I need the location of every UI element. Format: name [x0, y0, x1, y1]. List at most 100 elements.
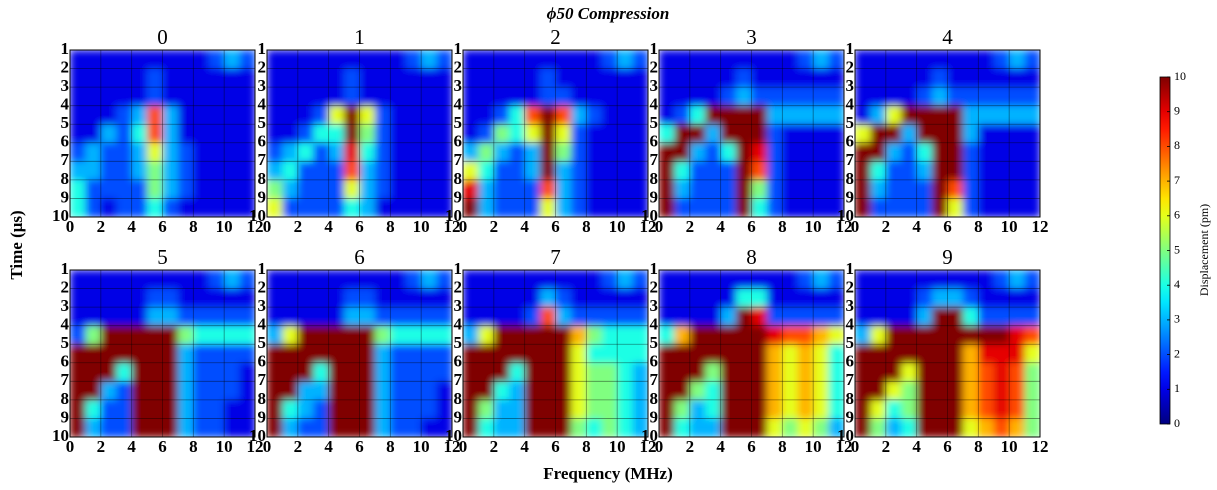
- heatmap-cell: [85, 50, 102, 70]
- heatmap-cell: [617, 381, 634, 401]
- heatmap-cell: [224, 198, 241, 217]
- heatmap-cell: [509, 362, 526, 382]
- heatmap-cell: [313, 362, 330, 382]
- heatmap-cell: [993, 381, 1010, 401]
- y-tick-label: 2: [454, 57, 463, 76]
- heatmap-cell: [267, 362, 283, 382]
- heatmap-cell: [297, 198, 314, 217]
- heatmap-cell: [131, 68, 148, 88]
- heatmap-cell: [177, 399, 194, 419]
- heatmap-cell: [540, 179, 556, 199]
- heatmap-cell: [177, 325, 194, 345]
- heatmap-cell: [493, 381, 510, 401]
- x-tick-label: 6: [943, 437, 952, 456]
- y-tick-label: 4: [258, 315, 267, 334]
- heatmap-cell: [1024, 161, 1040, 181]
- heatmap-cell: [374, 270, 391, 290]
- heatmap-cell: [224, 325, 241, 345]
- heatmap-cell: [828, 381, 844, 401]
- heatmap-cell: [782, 399, 799, 419]
- heatmap-cell: [390, 270, 407, 290]
- heatmap-cell: [524, 325, 541, 345]
- heatmap-cell: [463, 362, 479, 382]
- heatmap-cell: [555, 87, 572, 107]
- heatmap-cell: [586, 179, 603, 199]
- y-tick-label: 3: [650, 296, 659, 315]
- heatmap-cell: [282, 381, 299, 401]
- heatmap-cell: [359, 198, 376, 217]
- heatmap-cell: [1009, 381, 1026, 401]
- x-tick-label: 6: [355, 437, 364, 456]
- heatmap-cell: [1009, 344, 1026, 364]
- heatmap-cell: [736, 142, 752, 162]
- heatmap-cell: [282, 179, 299, 199]
- heatmap-cell: [313, 418, 330, 437]
- heatmap-cell: [162, 198, 179, 217]
- heatmap-cell: [116, 418, 133, 437]
- heatmap-cell: [116, 87, 133, 107]
- heatmap-cell: [586, 50, 603, 70]
- heatmap-cell: [601, 198, 618, 217]
- heatmap-cell: [463, 124, 479, 144]
- heatmap-cell: [162, 307, 179, 327]
- heatmap-cell: [555, 381, 572, 401]
- heatmap-cell: [947, 418, 964, 437]
- heatmap-cell: [267, 399, 283, 419]
- heatmap-cell: [70, 307, 86, 327]
- heatmap-cell: [224, 124, 241, 144]
- heatmap-cell: [421, 344, 438, 364]
- x-tick-label: 4: [324, 437, 333, 456]
- heatmap-cell: [720, 307, 737, 327]
- heatmap-cell: [555, 179, 572, 199]
- heatmap-cell: [224, 307, 241, 327]
- heatmap-cell: [116, 288, 133, 308]
- heatmap: [267, 270, 452, 437]
- heatmap-cell: [509, 105, 526, 125]
- heatmap-cell: [509, 124, 526, 144]
- heatmap-cell: [374, 325, 391, 345]
- heatmap-cell: [916, 124, 933, 144]
- heatmap-cell: [797, 270, 814, 290]
- heatmap-cell: [116, 344, 133, 364]
- heatmap-cell: [282, 50, 299, 70]
- heatmap-cell: [601, 325, 618, 345]
- y-tick-label: 7: [258, 150, 267, 169]
- heatmap-cell: [100, 288, 117, 308]
- heatmap-cell: [674, 179, 691, 199]
- heatmap-cell: [524, 270, 541, 290]
- heatmap-cell: [344, 68, 360, 88]
- heatmap-cell: [736, 87, 752, 107]
- heatmap-cell: [720, 105, 737, 125]
- heatmap-cell: [177, 161, 194, 181]
- y-tick-label: 5: [454, 113, 463, 132]
- heatmap-cell: [751, 105, 768, 125]
- heatmap-cell: [978, 381, 995, 401]
- heatmap-cell: [947, 124, 964, 144]
- heatmap-cell: [313, 288, 330, 308]
- heatmap-cell: [766, 179, 783, 199]
- heatmap-cell: [100, 161, 117, 181]
- heatmap-cell: [524, 50, 541, 70]
- heatmap-cell: [239, 142, 255, 162]
- heatmap-cell: [344, 124, 360, 144]
- heatmap-cell: [828, 124, 844, 144]
- heatmap-cell: [328, 270, 345, 290]
- heatmap-cell: [131, 418, 148, 437]
- heatmap-cell: [162, 418, 179, 437]
- heatmap-cell: [224, 399, 241, 419]
- heatmap-cell: [828, 87, 844, 107]
- heatmap-cell: [828, 142, 844, 162]
- heatmap-cell: [947, 325, 964, 345]
- heatmap-cell: [855, 399, 871, 419]
- heatmap-cell: [870, 142, 887, 162]
- heatmap-cell: [751, 418, 768, 437]
- heatmap-cell: [328, 307, 345, 327]
- heatmap-cell: [586, 142, 603, 162]
- x-tick-label: 0: [459, 217, 468, 236]
- heatmap-cell: [855, 179, 871, 199]
- heatmap-cell: [947, 179, 964, 199]
- heatmap-cell: [208, 418, 225, 437]
- heatmap-cell: [359, 161, 376, 181]
- heatmap-cell: [720, 161, 737, 181]
- heatmap-cell: [555, 50, 572, 70]
